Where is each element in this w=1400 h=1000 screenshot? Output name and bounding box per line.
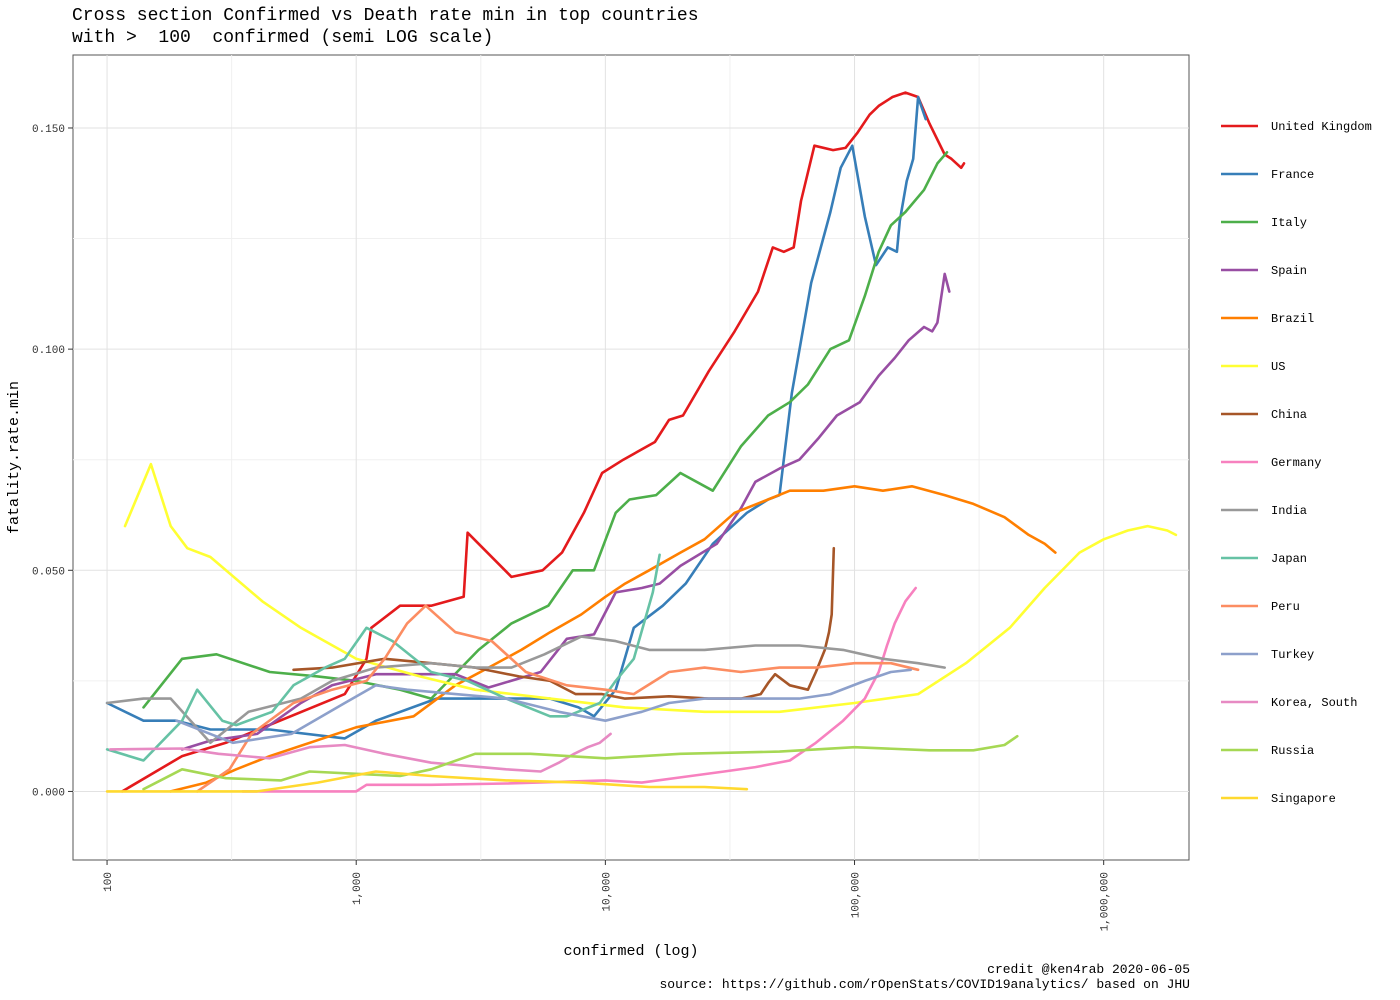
legend-label: Singapore [1271,792,1336,806]
y-axis-title: fatality.rate.min [6,381,23,534]
series-line-turkey [175,668,912,745]
legend-item: United Kingdom [1221,120,1372,134]
legend-item: Brazil [1221,312,1314,326]
axes: 100 1,000 10,000 100,000 1,000,000 0.000 0.050… [32,124,1112,931]
legend-label: India [1271,504,1307,518]
legend: United Kingdom France Italy Spain Brazil US Ch… [1221,120,1372,806]
legend-label: Brazil [1271,312,1314,326]
legend-label: United Kingdom [1271,120,1372,134]
x-tick-label: 10,000 [601,872,613,912]
legend-item: France [1221,168,1314,182]
legend-label: US [1271,360,1285,374]
y-tick-label: 0.000 [32,787,65,799]
series-line-italy [142,151,949,709]
series-line-singapore [105,770,749,793]
series-line-brazil [169,485,1057,793]
legend-label: Spain [1271,264,1307,278]
legend-item: Germany [1221,456,1321,470]
legend-label: Peru [1271,600,1300,614]
series-line-japan [105,553,661,762]
series-line-korea-south [109,732,612,773]
legend-label: China [1271,408,1307,422]
legend-item: Italy [1221,216,1307,230]
x-tick-label: 1,000,000 [1100,872,1112,931]
legend-label: Russia [1271,744,1314,758]
plot-panel [72,54,1190,861]
legend-label: France [1271,168,1314,182]
x-tick-label: 1,000 [352,872,364,905]
legend-item: Singapore [1221,792,1336,806]
series-line-france [105,95,927,740]
legend-item: China [1221,408,1307,422]
x-tick-label: 100 [103,872,115,892]
legend-label: Japan [1271,552,1307,566]
chart-title: Cross section Confirmed vs Death rate mi… [72,6,699,48]
y-tick-label: 0.050 [32,566,65,578]
y-tick-label: 0.150 [32,124,65,136]
series-line-peru [195,604,920,793]
legend-label: Korea, South [1271,696,1357,710]
legend-item: Russia [1221,744,1314,758]
legend-label: Turkey [1271,648,1314,662]
legend-item: India [1221,504,1307,518]
legend-item: Turkey [1221,648,1314,662]
y-tick-label: 0.100 [32,345,65,357]
chart-caption: credit @ken4rab 2020-06-05 source: https… [659,962,1191,992]
series-line-us [123,462,1178,714]
x-tick-label: 100,000 [851,872,863,918]
x-axis-title: confirmed (log) [563,943,698,960]
series-line-germany [241,586,917,793]
series-line-india [105,635,946,745]
legend-item: US [1221,360,1285,374]
grid-lines [73,55,1189,860]
legend-item: Peru [1221,600,1300,614]
legend-item: Spain [1221,264,1307,278]
series-lines [105,91,1178,793]
legend-label: Germany [1271,456,1321,470]
series-line-spain [180,272,951,751]
series-line-russia [142,734,1019,791]
series-line-united-kingdom [120,91,966,793]
legend-item: Japan [1221,552,1307,566]
legend-item: Korea, South [1221,696,1357,710]
legend-label: Italy [1271,216,1307,230]
